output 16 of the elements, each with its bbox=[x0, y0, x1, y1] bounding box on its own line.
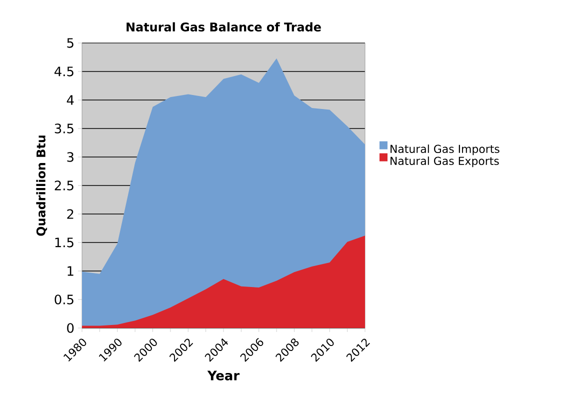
y-tick-label: 3.5 bbox=[54, 124, 74, 134]
y-tick-label: 4.5 bbox=[54, 66, 74, 76]
y-tick-label: 2.5 bbox=[54, 180, 74, 190]
legend-label: Natural Gas Exports bbox=[390, 156, 499, 168]
x-axis-title: Year bbox=[207, 370, 240, 380]
y-tick-label: 1 bbox=[68, 266, 74, 276]
y-tick-label: 3 bbox=[67, 152, 74, 162]
y-tick-label: 2 bbox=[67, 209, 74, 219]
y-tick-label: 0.5 bbox=[54, 294, 74, 304]
y-tick-label: 0 bbox=[67, 323, 74, 333]
y-tick-label: 1.5 bbox=[55, 238, 74, 248]
y-tick-label: 5 bbox=[67, 38, 74, 48]
y-tick-label: 4 bbox=[66, 95, 74, 105]
y-axis-title: Quadrillion Btu bbox=[36, 136, 48, 236]
chart-title: Natural Gas Balance of Trade bbox=[126, 22, 321, 32]
legend-label: Natural Gas Imports bbox=[390, 144, 500, 156]
